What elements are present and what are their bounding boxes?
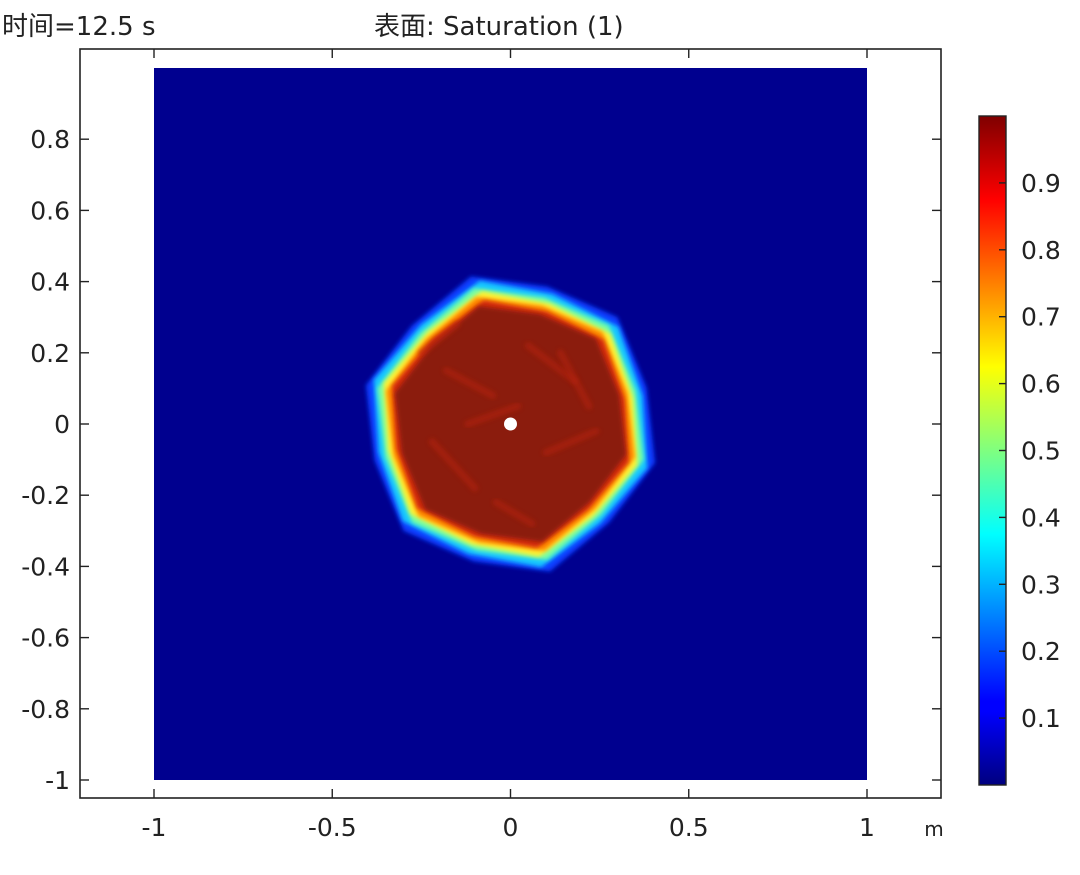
y-tick-label: -1 bbox=[45, 766, 70, 795]
colorbar-tick-label: 0.2 bbox=[1021, 637, 1061, 666]
y-tick-label: 0.6 bbox=[30, 196, 70, 225]
plume-texture-streak bbox=[428, 438, 479, 492]
plume-texture-streak bbox=[464, 402, 522, 428]
plot-title: 表面: Saturation (1) bbox=[374, 12, 624, 42]
colorbar-tick-label: 0.9 bbox=[1021, 169, 1061, 198]
y-tick-label: 0.8 bbox=[30, 125, 70, 154]
plume-texture-streak bbox=[442, 367, 497, 400]
plume-texture-streak bbox=[524, 342, 579, 385]
colorbar-tick-label: 0.7 bbox=[1021, 303, 1061, 332]
y-tick-label: 0.4 bbox=[30, 268, 70, 297]
plume-texture-streak bbox=[556, 349, 593, 410]
source-point-marker bbox=[504, 417, 517, 431]
y-tick-label: 0 bbox=[54, 410, 70, 439]
x-tick-label: -1 bbox=[142, 813, 167, 842]
colorbar-tick-label: 0.8 bbox=[1021, 236, 1061, 265]
plume-texture-streak bbox=[492, 498, 536, 528]
y-tick-label: -0.4 bbox=[21, 552, 70, 581]
y-tick-label: -0.2 bbox=[21, 481, 70, 510]
colorbar-tick-label: 0.4 bbox=[1021, 503, 1061, 532]
colorbar-tick-label: 0.6 bbox=[1021, 370, 1061, 399]
colorbar-tick-label: 0.3 bbox=[1021, 570, 1061, 599]
x-axis-unit-label: m bbox=[924, 817, 943, 841]
x-tick-label: 1 bbox=[859, 813, 875, 842]
y-tick-label: 0.2 bbox=[30, 339, 70, 368]
x-tick-label: 0 bbox=[503, 813, 519, 842]
x-tick-label: -0.5 bbox=[308, 813, 357, 842]
colorbar-tick-label: 0.1 bbox=[1021, 704, 1061, 733]
plume-texture-streak bbox=[417, 320, 461, 357]
y-tick-label: -0.8 bbox=[21, 695, 70, 724]
time-label: 时间=12.5 s bbox=[2, 12, 156, 42]
plume-texture-streak bbox=[542, 427, 600, 456]
x-tick-label: 0.5 bbox=[669, 813, 709, 842]
colorbar-tick-label: 0.5 bbox=[1021, 437, 1061, 466]
y-tick-label: -0.6 bbox=[21, 624, 70, 653]
